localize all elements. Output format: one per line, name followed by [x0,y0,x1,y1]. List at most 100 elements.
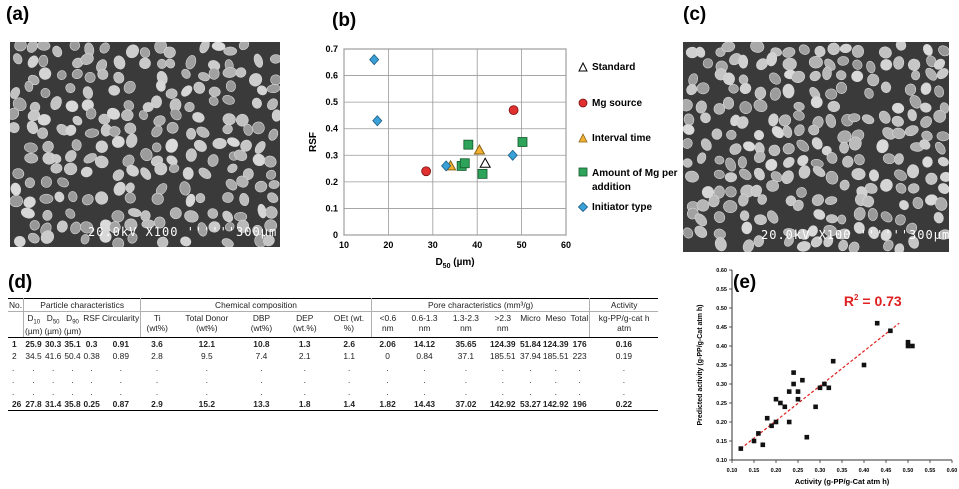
sem-particle [222,95,235,105]
table-column-label: >2.3 nm [486,311,519,338]
table-column-label: DBP (wt%) [240,311,283,338]
sem-particle [113,181,126,196]
table-cell: 25.9 [25,338,42,349]
chart-b-ytick-label: 0.7 [325,44,338,54]
sem-particle [906,164,920,179]
sem-particle-group [683,42,949,252]
sem-particle [37,114,51,126]
sem-particle [24,142,38,153]
table-cell: . [501,362,504,373]
chart-e-point [786,419,792,425]
sem-particle [925,194,938,206]
sem-particle [234,211,248,222]
sem-particle [207,208,219,219]
red-circle-icon [578,98,592,111]
sem-particle [80,221,94,234]
sem-particle [271,109,280,122]
sem-particle [170,108,182,121]
table-cell: . [119,374,122,385]
sem-particle [920,82,932,95]
chart-e-ytick-label: 0.40 [716,344,727,350]
table-cell: . [423,374,426,385]
sem-particle [37,127,49,139]
sem-particle [826,214,838,224]
sem-particle [878,46,892,59]
sem-particle [84,128,100,138]
legend-interval-time-label: Interval time [592,133,651,144]
sem-particle [222,192,234,203]
sem-particle [938,229,949,240]
chart-b-xtick-label: 40 [472,240,482,250]
sem-particle [128,208,142,218]
sem-particle [40,88,51,98]
chart-e-xtick-label: 0.40 [859,468,870,474]
sem-particle [124,192,136,204]
sem-particle [792,199,804,211]
sem-particle [94,155,109,169]
sem-particle [739,83,752,94]
chart-e-ylabel: Predicted activity (g-PP/g-Cat atm h) [697,305,704,426]
table-cell: . [386,362,389,373]
chart-e-point [769,423,774,429]
sem-particle [65,124,77,136]
chart-e-ytick-label: 0.25 [716,401,727,407]
table-column-label: Ti (wt%) [140,311,174,338]
chart-b-point-interval-time [473,143,486,155]
chart-b-ytick-label: 0 [333,230,338,240]
chart-e-ytick-label: 0.50 [716,306,727,312]
sem-particle [264,155,277,168]
orange-triangle-icon [578,133,592,146]
sem-particle [151,125,163,138]
chart-e-ytick-label: 0.30 [716,382,727,388]
sem-particle [880,59,893,71]
table-cell: 35.1 [64,338,81,349]
sem-particle [83,153,97,164]
table-cell: 14.43 [403,397,446,411]
panel-label-d: (d) [8,272,33,293]
sem-particle [695,100,707,114]
sem-particle [127,232,138,244]
table-cell: 2.6 [343,338,355,349]
sem-particle [270,54,280,64]
sem-particle [835,81,848,94]
sem-particle [940,171,949,182]
sem-particle [809,70,821,82]
table-cell: . [119,362,122,373]
sem-particle [211,42,226,51]
chart-e-xtick-label: 0.20 [771,468,782,474]
sem-particle [891,115,904,127]
sem-particle [95,140,108,153]
chart-b-point-mg-source [508,105,519,116]
sem-particle [778,114,792,127]
table-cell: 0.3 [85,338,98,349]
sem-particle [265,206,278,219]
chart-b-xtick-label: 10 [339,240,349,250]
table-body: 1 25.9 30.3 35.1 0.3 0.91 3.6 12.1 10.8 1.3 2.6 2.0… [8,337,658,411]
sem-particle [208,67,220,80]
sem-particle [876,139,889,154]
sem-particle [814,45,826,57]
sem-particle [193,81,206,94]
sem-particle [739,101,752,114]
sem-particle [186,128,197,140]
table-group-label: Particle characteristics [23,298,142,312]
sem-particle [166,121,179,134]
chart-e-point [804,434,810,440]
sem-particle [12,168,25,179]
table-cell: 176 [572,338,587,349]
sem-particle [123,100,135,111]
table-row: 26 27.8 31.4 35.8 0.25 0.87 2.9 15.2 13.3 1.8 1.4 1… [8,397,658,411]
sem-particle [108,126,121,137]
table-cell: . [155,374,159,385]
panel-label-a: (a) [6,4,30,25]
chart-e-point [795,396,801,402]
sem-particle [267,192,279,204]
sem-particle [908,183,920,194]
sem-particle [28,232,40,244]
sem-scale-text-c: 20.0kV X100 ''''''300µm [761,228,949,242]
panel-label-c: (c) [683,4,707,25]
legend-mg-source-label: Mg source [592,98,643,109]
sem-particle [798,44,810,55]
table-cell: . [578,374,581,385]
sem-particle [895,42,907,51]
